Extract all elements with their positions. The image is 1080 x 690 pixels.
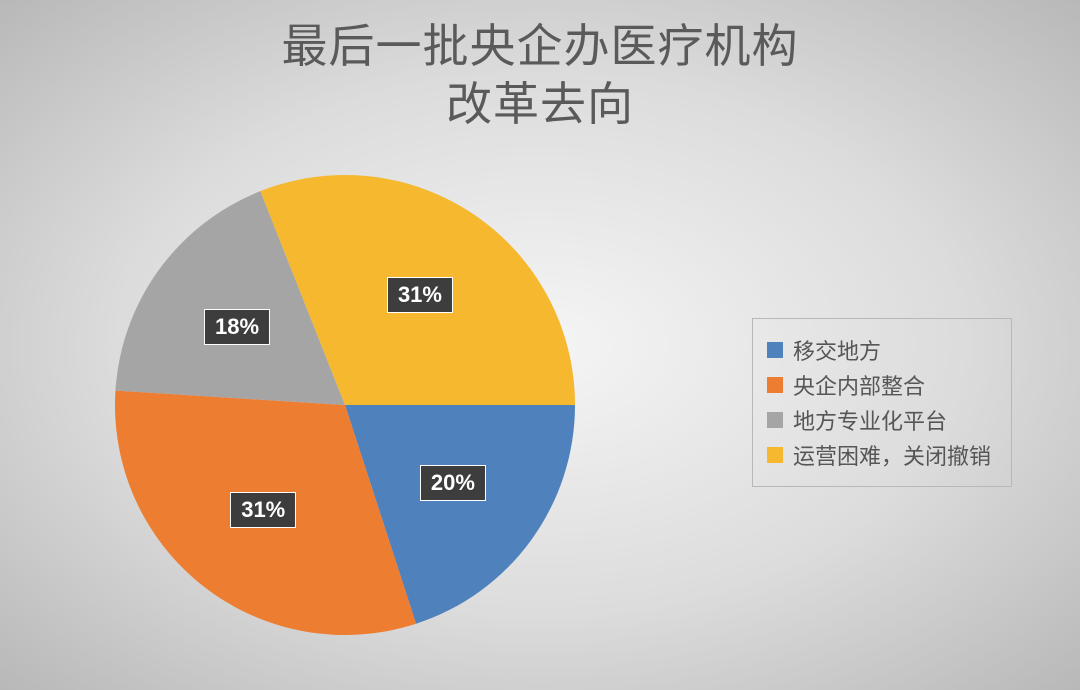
pie-chart: 20% 31% 18% 31%	[115, 175, 575, 635]
legend-label: 央企内部整合	[793, 369, 925, 401]
legend-swatch	[767, 342, 783, 358]
legend-item: 地方专业化平台	[767, 404, 991, 436]
legend-item: 移交地方	[767, 334, 991, 366]
slice-percent-label: 20%	[420, 465, 486, 501]
slice-percent-label: 31%	[387, 277, 453, 313]
chart-title: 最后一批央企办医疗机构改革去向	[0, 18, 1080, 133]
legend-swatch	[767, 447, 783, 463]
legend-label: 移交地方	[793, 334, 881, 366]
legend-label: 地方专业化平台	[793, 404, 947, 436]
slice-percent-label: 18%	[204, 309, 270, 345]
legend-item: 央企内部整合	[767, 369, 991, 401]
legend-swatch	[767, 377, 783, 393]
legend-swatch	[767, 412, 783, 428]
legend-item: 运营困难，关闭撤销	[767, 439, 991, 471]
pie-svg	[115, 175, 575, 635]
legend-label: 运营困难，关闭撤销	[793, 439, 991, 471]
legend: 移交地方央企内部整合地方专业化平台运营困难，关闭撤销	[752, 318, 1012, 487]
slice-percent-label: 31%	[230, 492, 296, 528]
